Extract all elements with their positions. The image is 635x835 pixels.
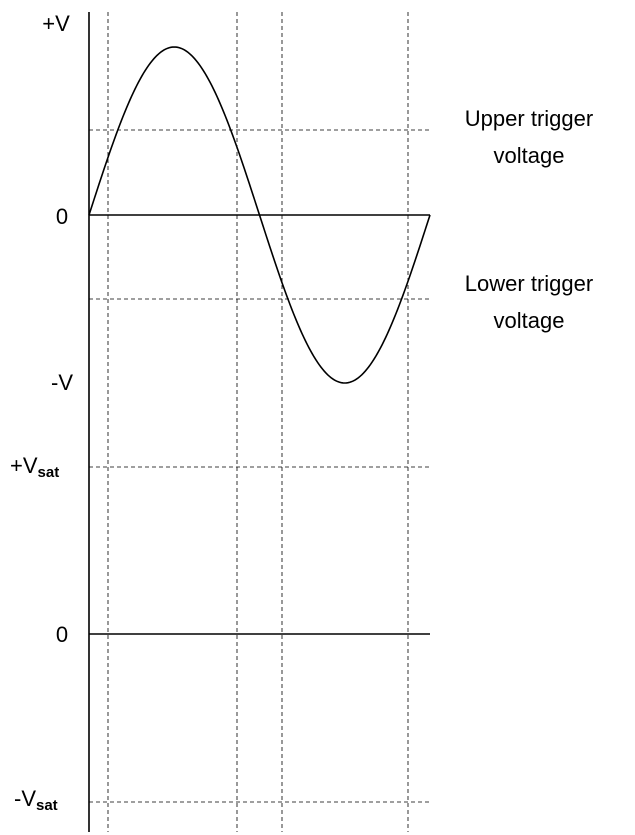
label-zero: 0 xyxy=(56,622,68,647)
label-plus-vsat: +Vsat xyxy=(10,453,59,481)
upper-trigger-label: Upper trigger xyxy=(465,106,593,131)
label-plus-v: +V xyxy=(42,11,70,36)
upper-trigger-label: voltage xyxy=(494,143,565,168)
label-minus-v: -V xyxy=(51,370,73,395)
label-minus-vsat: -Vsat xyxy=(14,786,58,814)
lower-trigger-label: voltage xyxy=(494,308,565,333)
sine-wave xyxy=(88,46,431,384)
lower-trigger-label: Lower trigger xyxy=(465,271,593,296)
label-zero: 0 xyxy=(56,204,68,229)
